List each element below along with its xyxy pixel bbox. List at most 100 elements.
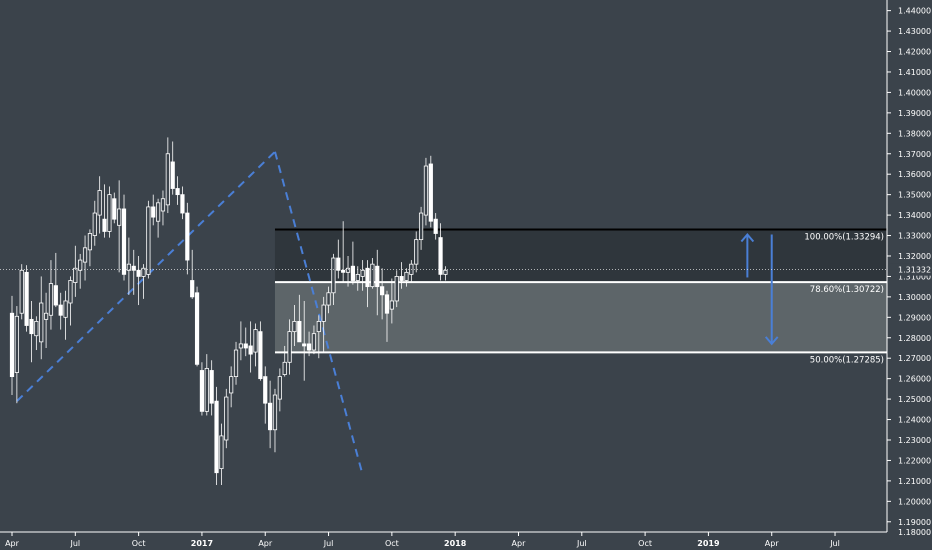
- candle-body: [107, 194, 112, 232]
- candle: [53, 252, 58, 308]
- candle-body: [97, 190, 102, 216]
- y-tick-label: 1.31000: [898, 272, 931, 281]
- candle-body: [243, 343, 248, 349]
- x-tick-label: Jul: [829, 539, 840, 548]
- arrows: [740, 232, 779, 346]
- candle-body: [214, 400, 219, 474]
- candle-body: [360, 269, 365, 277]
- candle-body: [48, 283, 54, 316]
- candle-body: [141, 267, 146, 277]
- fib-label: 78.60%(1.30722): [810, 285, 884, 295]
- y-tick-label: 1.22000: [898, 456, 931, 465]
- price-tag-box: [889, 263, 932, 276]
- y-tick-label: 1.37000: [898, 150, 931, 159]
- candle: [350, 241, 356, 285]
- candle: [331, 253, 336, 306]
- y-tick-label: 1.30000: [898, 293, 931, 302]
- candle: [19, 264, 24, 320]
- candle-body: [160, 198, 166, 212]
- y-tick-label: 1.18000: [898, 528, 931, 537]
- candle: [82, 235, 88, 281]
- candle: [375, 249, 380, 316]
- candle-body: [282, 361, 287, 375]
- candle: [107, 186, 112, 238]
- candle: [14, 306, 19, 404]
- candle: [204, 354, 209, 416]
- candle: [78, 253, 83, 289]
- candle-body: [287, 331, 292, 363]
- y-tick-label: 1.28000: [898, 334, 931, 343]
- candle-body: [399, 276, 404, 281]
- y-tick-label: 1.42000: [898, 48, 931, 57]
- candle: [214, 386, 219, 485]
- candle: [409, 260, 414, 283]
- candle: [355, 266, 360, 291]
- candle-body: [302, 343, 307, 347]
- candle: [277, 368, 282, 412]
- y-tick-label: 1.36000: [898, 170, 931, 179]
- candle: [316, 315, 321, 359]
- x-tick-label: Jul: [323, 539, 334, 548]
- candle-body: [414, 239, 419, 265]
- candle: [48, 260, 54, 330]
- candle: [326, 286, 331, 314]
- candle: [302, 300, 307, 381]
- candle: [233, 341, 239, 385]
- arrow: [764, 234, 779, 346]
- candle-body: [345, 267, 351, 273]
- candle-body: [185, 212, 190, 261]
- candle: [272, 388, 278, 453]
- candle: [423, 157, 429, 226]
- y-tick-label: 1.29000: [898, 313, 931, 322]
- candle: [165, 137, 170, 214]
- arrow-head: [740, 232, 755, 243]
- candle-body: [306, 343, 312, 351]
- candle-body: [180, 194, 185, 214]
- candle-body: [82, 247, 88, 263]
- candle-body: [272, 394, 278, 431]
- candle: [365, 260, 370, 308]
- candle-body: [316, 321, 321, 333]
- candle-body: [63, 300, 68, 318]
- candle-body: [24, 271, 29, 326]
- x-tick-label: 2017: [191, 539, 213, 548]
- y-tick-label: 1.21000: [898, 477, 931, 486]
- candle: [292, 305, 297, 346]
- candle: [141, 264, 146, 299]
- candle-body: [321, 304, 326, 322]
- candle-body: [297, 321, 302, 343]
- current-price-tag: 1.31332: [889, 263, 932, 276]
- candle-body: [117, 208, 122, 226]
- x-tick-label: Apr: [512, 539, 527, 548]
- candle-body: [355, 273, 360, 281]
- y-axis-ticks: 1.44000 1.43000 1.42000 1.41000 1.40000 1.390…: [887, 7, 931, 537]
- candle: [248, 321, 253, 373]
- candle-body: [263, 376, 268, 404]
- y-tick-label: 1.40000: [898, 88, 931, 97]
- candle: [170, 141, 175, 195]
- candle: [306, 331, 312, 357]
- candle: [39, 276, 44, 360]
- candle: [345, 255, 351, 287]
- y-tick-label: 1.33000: [898, 232, 931, 241]
- candle: [336, 239, 341, 279]
- candle-body: [131, 265, 136, 271]
- candle-body: [370, 263, 375, 288]
- candle-body: [34, 321, 39, 337]
- candle: [418, 206, 424, 250]
- candle: [9, 295, 15, 396]
- candle: [414, 231, 419, 273]
- candle-body: [331, 257, 336, 294]
- candle: [190, 249, 195, 299]
- y-tick-label: 1.38000: [898, 129, 931, 138]
- arrow-head: [764, 336, 779, 346]
- candle-body: [92, 212, 97, 236]
- candle-body: [14, 315, 19, 373]
- candle-body: [112, 198, 117, 220]
- candle-body: [248, 345, 253, 355]
- candle: [97, 176, 102, 234]
- trend-line: [16, 150, 276, 402]
- candle-body: [238, 343, 243, 349]
- x-tick-label: Oct: [132, 539, 146, 548]
- candle: [370, 258, 375, 289]
